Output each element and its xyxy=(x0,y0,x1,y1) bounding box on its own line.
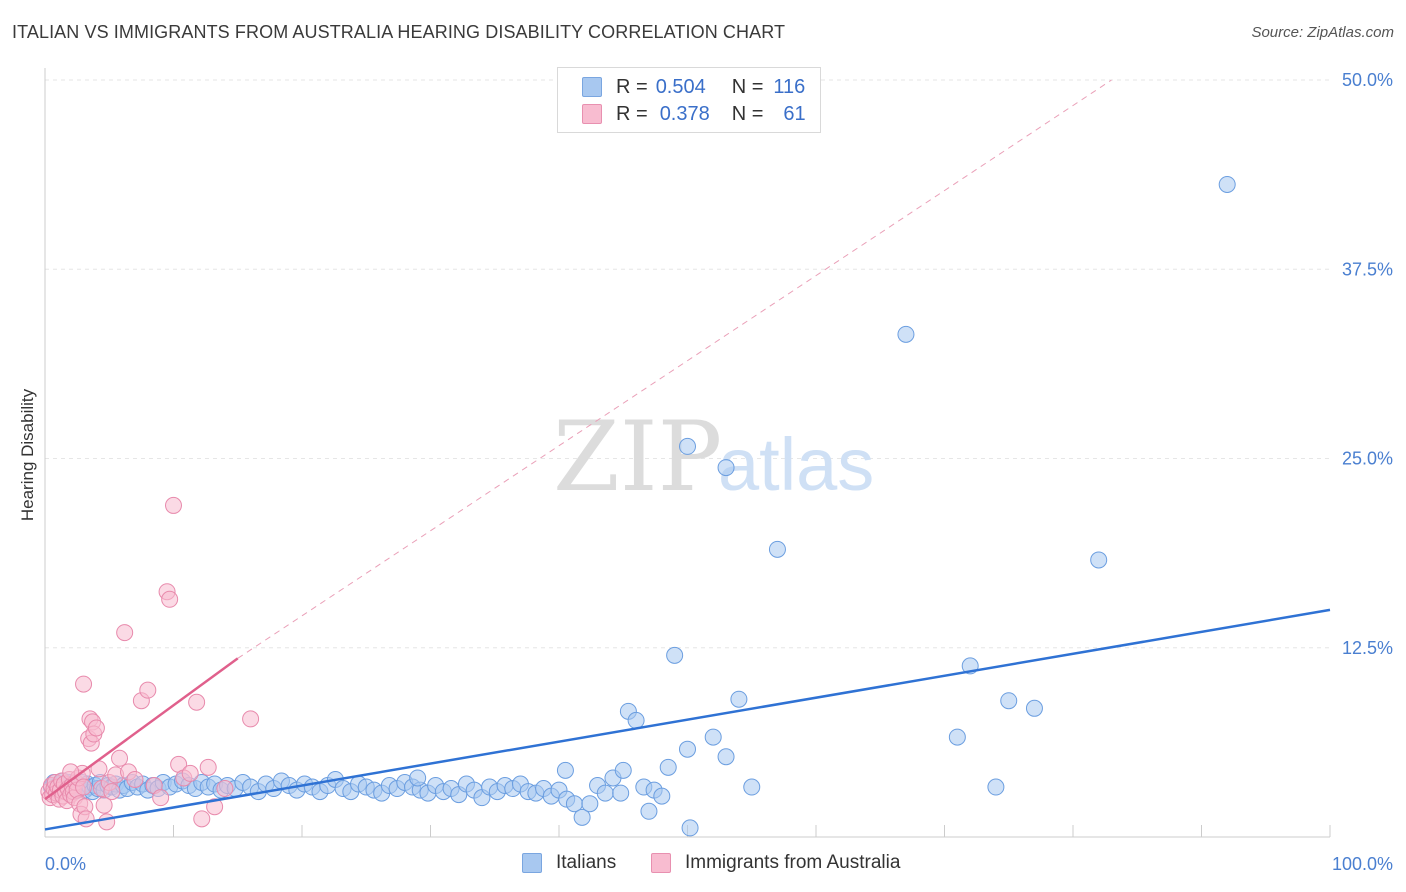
australia-point xyxy=(116,624,134,642)
legend-swatch-australia xyxy=(651,853,671,873)
australia-point xyxy=(181,764,199,782)
australia-point xyxy=(161,590,179,608)
chart-title: ITALIAN VS IMMIGRANTS FROM AUSTRALIA HEA… xyxy=(12,22,786,42)
legend-row-australia: R = 0.378 N = 61 xyxy=(582,101,806,127)
italians-point xyxy=(573,808,591,826)
italians-point xyxy=(681,819,699,837)
italians-point xyxy=(679,740,696,758)
australia-point xyxy=(188,693,206,711)
italians-point xyxy=(612,784,630,802)
australia-point xyxy=(139,681,157,699)
italians-point xyxy=(717,459,735,477)
italians-point xyxy=(596,784,614,802)
series-legend: Italians Immigrants from Australia xyxy=(0,852,1406,878)
australia-point xyxy=(193,810,211,828)
trend-lines xyxy=(44,79,1331,831)
legend-swatch-australia xyxy=(582,104,602,124)
legend-r-label: R = xyxy=(616,75,648,98)
legend-item-italians: Italians xyxy=(522,852,616,874)
australia-trend-line xyxy=(44,657,239,801)
grid-lines xyxy=(45,79,1330,649)
australia-point xyxy=(242,710,260,728)
source-label: Source: ZipAtlas.com xyxy=(1251,24,1394,41)
y-tick-label: 37.5% xyxy=(1342,259,1393,279)
italians-point xyxy=(581,795,599,813)
italians-point xyxy=(409,769,427,787)
legend-label-italians: Italians xyxy=(556,852,617,873)
y-axis-label: Hearing Disability xyxy=(18,388,37,521)
legend-r-value: 0.378 xyxy=(659,102,710,125)
australia-trend-extension xyxy=(237,79,1112,659)
legend-r-label: R = xyxy=(616,102,648,125)
australia-point xyxy=(165,496,182,514)
italians-point xyxy=(704,728,722,746)
italians-point xyxy=(743,778,761,796)
legend-item-australia: Immigrants from Australia xyxy=(651,852,900,874)
x-tick-label: 100.0% xyxy=(1332,854,1393,874)
italians-point xyxy=(717,748,735,766)
stats-legend: R = 0.504 N = 116 R = 0.378 N = 61 xyxy=(557,67,821,133)
italians-trend-line xyxy=(44,608,1331,831)
australia-point xyxy=(87,719,105,737)
watermark: ZIP atlas xyxy=(553,401,874,513)
y-tick-label: 25.0% xyxy=(1342,449,1393,469)
italians-point xyxy=(627,711,645,729)
y-tick-label: 50.0% xyxy=(1342,70,1393,90)
australia-point xyxy=(216,780,234,798)
legend-n-label: N = xyxy=(731,75,764,98)
italians-point xyxy=(556,761,574,779)
watermark-zip: ZIP xyxy=(553,401,722,513)
italians-point xyxy=(1090,551,1108,569)
australia-point xyxy=(103,783,121,801)
italians-point xyxy=(1218,175,1236,193)
legend-swatch-italians xyxy=(522,853,542,873)
y-tick-label: 12.5% xyxy=(1342,638,1393,658)
legend-label-australia: Immigrants from Australia xyxy=(685,852,901,873)
italians-point xyxy=(659,758,677,776)
italians-point xyxy=(1025,699,1043,717)
australia-point xyxy=(75,675,93,693)
australia-point xyxy=(98,813,116,831)
australia-point xyxy=(75,778,93,796)
legend-n-value: 116 xyxy=(773,75,806,98)
italians-point xyxy=(653,787,671,805)
italians-point xyxy=(640,802,658,820)
legend-n-label: N = xyxy=(731,102,764,125)
legend-swatch-italians xyxy=(582,77,602,97)
italians-point xyxy=(768,540,786,558)
italians-point xyxy=(987,778,1005,796)
italians-point xyxy=(679,437,696,455)
australia-point xyxy=(206,798,224,816)
tick-labels: 12.5% 25.0% 37.5% 50.0% 0.0% 100.0% xyxy=(45,70,1393,874)
legend-n-value: 61 xyxy=(783,102,806,125)
italians-point xyxy=(730,690,748,708)
italians-point xyxy=(1000,692,1018,710)
italians-point xyxy=(897,325,915,343)
italians-point xyxy=(614,761,632,779)
italians-point xyxy=(948,728,966,746)
australia-point xyxy=(111,749,129,767)
australia-point xyxy=(126,770,144,788)
legend-row-italians: R = 0.504 N = 116 xyxy=(582,74,805,100)
x-tick-label: 0.0% xyxy=(45,854,86,874)
watermark-atlas: atlas xyxy=(718,423,874,506)
italians-point xyxy=(666,646,684,664)
australia-point xyxy=(95,796,113,814)
australia-point xyxy=(152,789,170,807)
australia-point xyxy=(199,758,217,776)
legend-r-value: 0.504 xyxy=(655,75,706,98)
